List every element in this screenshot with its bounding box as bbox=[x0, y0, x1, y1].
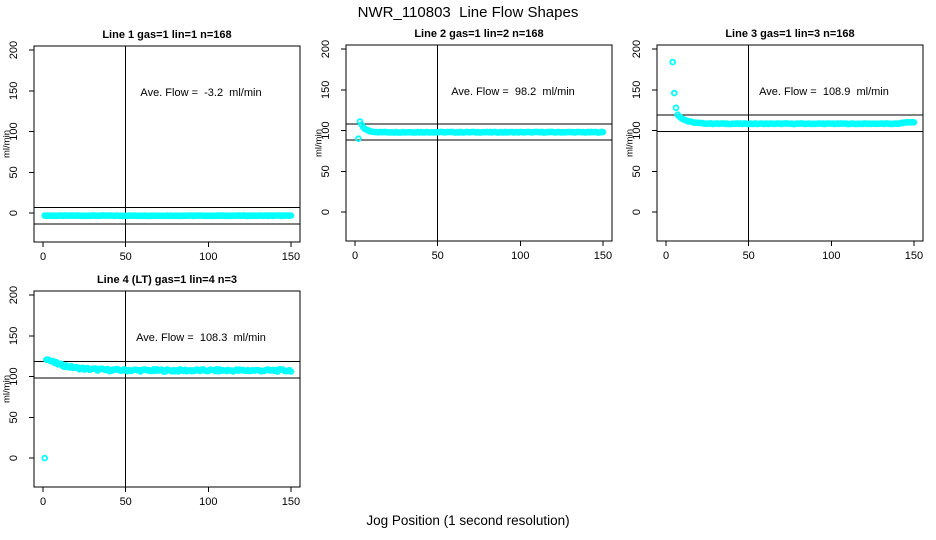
data-point bbox=[669, 58, 676, 66]
data-point bbox=[910, 119, 918, 126]
x-tick-label: 100 bbox=[199, 251, 217, 263]
plot-area: 0 50 100 150 0 50 100 150 200 bbox=[8, 286, 301, 508]
y-tick-label: 200 bbox=[631, 40, 643, 58]
y-tick-label: 0 bbox=[320, 209, 332, 215]
x-tick-label: 50 bbox=[120, 496, 132, 508]
y-tick-label: 100 bbox=[631, 121, 643, 139]
ave-flow-annotation: Ave. Flow = -3.2 ml/min bbox=[140, 87, 262, 99]
x-tick-label: 50 bbox=[120, 251, 132, 263]
subplot-line-3: Line 3 gas=1 lin=3 n=168 Ave. Flow = 108… bbox=[623, 25, 933, 275]
x-axis-label: Jog Position (1 second resolution) bbox=[366, 513, 570, 528]
y-tick-label: 200 bbox=[320, 40, 332, 58]
y-tick-label: 50 bbox=[320, 165, 332, 177]
plot-frame bbox=[345, 44, 613, 242]
x-tick-label: 100 bbox=[511, 250, 529, 262]
plot-frame bbox=[656, 44, 924, 242]
data-point bbox=[670, 89, 678, 97]
x-tick-label: 50 bbox=[432, 250, 444, 262]
subplot-line-2: Line 2 gas=1 lin=2 n=168 Ave. Flow = 98.… bbox=[312, 25, 622, 275]
ave-flow-annotation: Ave. Flow = 108.3 ml/min bbox=[136, 332, 266, 344]
y-tick-label: 0 bbox=[631, 209, 643, 215]
x-tick-label: 150 bbox=[594, 250, 612, 262]
y-tick-label: 0 bbox=[8, 455, 20, 461]
subplot-title: Line 2 gas=1 lin=2 n=168 bbox=[414, 28, 544, 40]
x-tick-label: 50 bbox=[743, 250, 755, 262]
data-point bbox=[599, 128, 607, 136]
x-tick-label: 100 bbox=[199, 496, 217, 508]
x-tick-label: 150 bbox=[282, 251, 300, 263]
y-tick-label: 200 bbox=[8, 41, 20, 59]
plot-area: 0 50 100 150 0 50 100 150 200 bbox=[8, 41, 301, 263]
x-tick-label: 0 bbox=[40, 496, 46, 508]
plot-frame bbox=[33, 290, 301, 488]
x-tick-label: 0 bbox=[352, 250, 358, 262]
subplot-line-1: Line 1 gas=1 lin=1 n=168 Ave. Flow = -3.… bbox=[0, 26, 310, 276]
y-tick-label: 150 bbox=[8, 82, 20, 100]
y-tick-label: 50 bbox=[8, 166, 20, 178]
y-tick-label: 100 bbox=[8, 367, 20, 385]
subplot-title: Line 4 (LT) gas=1 lin=4 n=3 bbox=[96, 274, 238, 286]
data-point bbox=[41, 454, 48, 462]
plot-area: 0 50 100 150 0 50 100 150 200 bbox=[320, 40, 613, 262]
y-tick-label: 50 bbox=[8, 411, 20, 423]
y-tick-label: 0 bbox=[8, 210, 20, 216]
data-point bbox=[287, 212, 295, 219]
x-tick-label: 0 bbox=[40, 251, 46, 263]
subplot-title: Line 3 gas=1 lin=3 n=168 bbox=[725, 28, 855, 40]
y-tick-label: 100 bbox=[320, 121, 332, 139]
plot-area: 0 50 100 150 0 50 100 150 200 bbox=[631, 40, 924, 262]
y-tick-label: 150 bbox=[631, 81, 643, 99]
data-point bbox=[672, 104, 680, 112]
y-tick-label: 150 bbox=[320, 81, 332, 99]
y-tick-label: 100 bbox=[8, 122, 20, 140]
x-tick-label: 0 bbox=[663, 250, 669, 262]
ave-flow-annotation: Ave. Flow = 98.2 ml/min bbox=[451, 86, 575, 98]
subplot-line-4: Line 4 (LT) gas=1 lin=4 n=3 Ave. Flow = … bbox=[0, 271, 310, 521]
ave-flow-annotation: Ave. Flow = 108.9 ml/min bbox=[759, 86, 889, 98]
data-point bbox=[287, 368, 295, 375]
data-point bbox=[355, 135, 362, 142]
plot-frame bbox=[33, 45, 301, 243]
y-tick-label: 150 bbox=[8, 327, 20, 345]
x-tick-label: 150 bbox=[905, 250, 923, 262]
subplot-title: Line 1 gas=1 lin=1 n=168 bbox=[102, 29, 232, 41]
x-tick-label: 150 bbox=[282, 496, 300, 508]
y-tick-label: 200 bbox=[8, 286, 20, 304]
y-tick-label: 50 bbox=[631, 165, 643, 177]
x-tick-label: 100 bbox=[822, 250, 840, 262]
page-title: NWR_110803 Line Flow Shapes bbox=[357, 4, 579, 21]
